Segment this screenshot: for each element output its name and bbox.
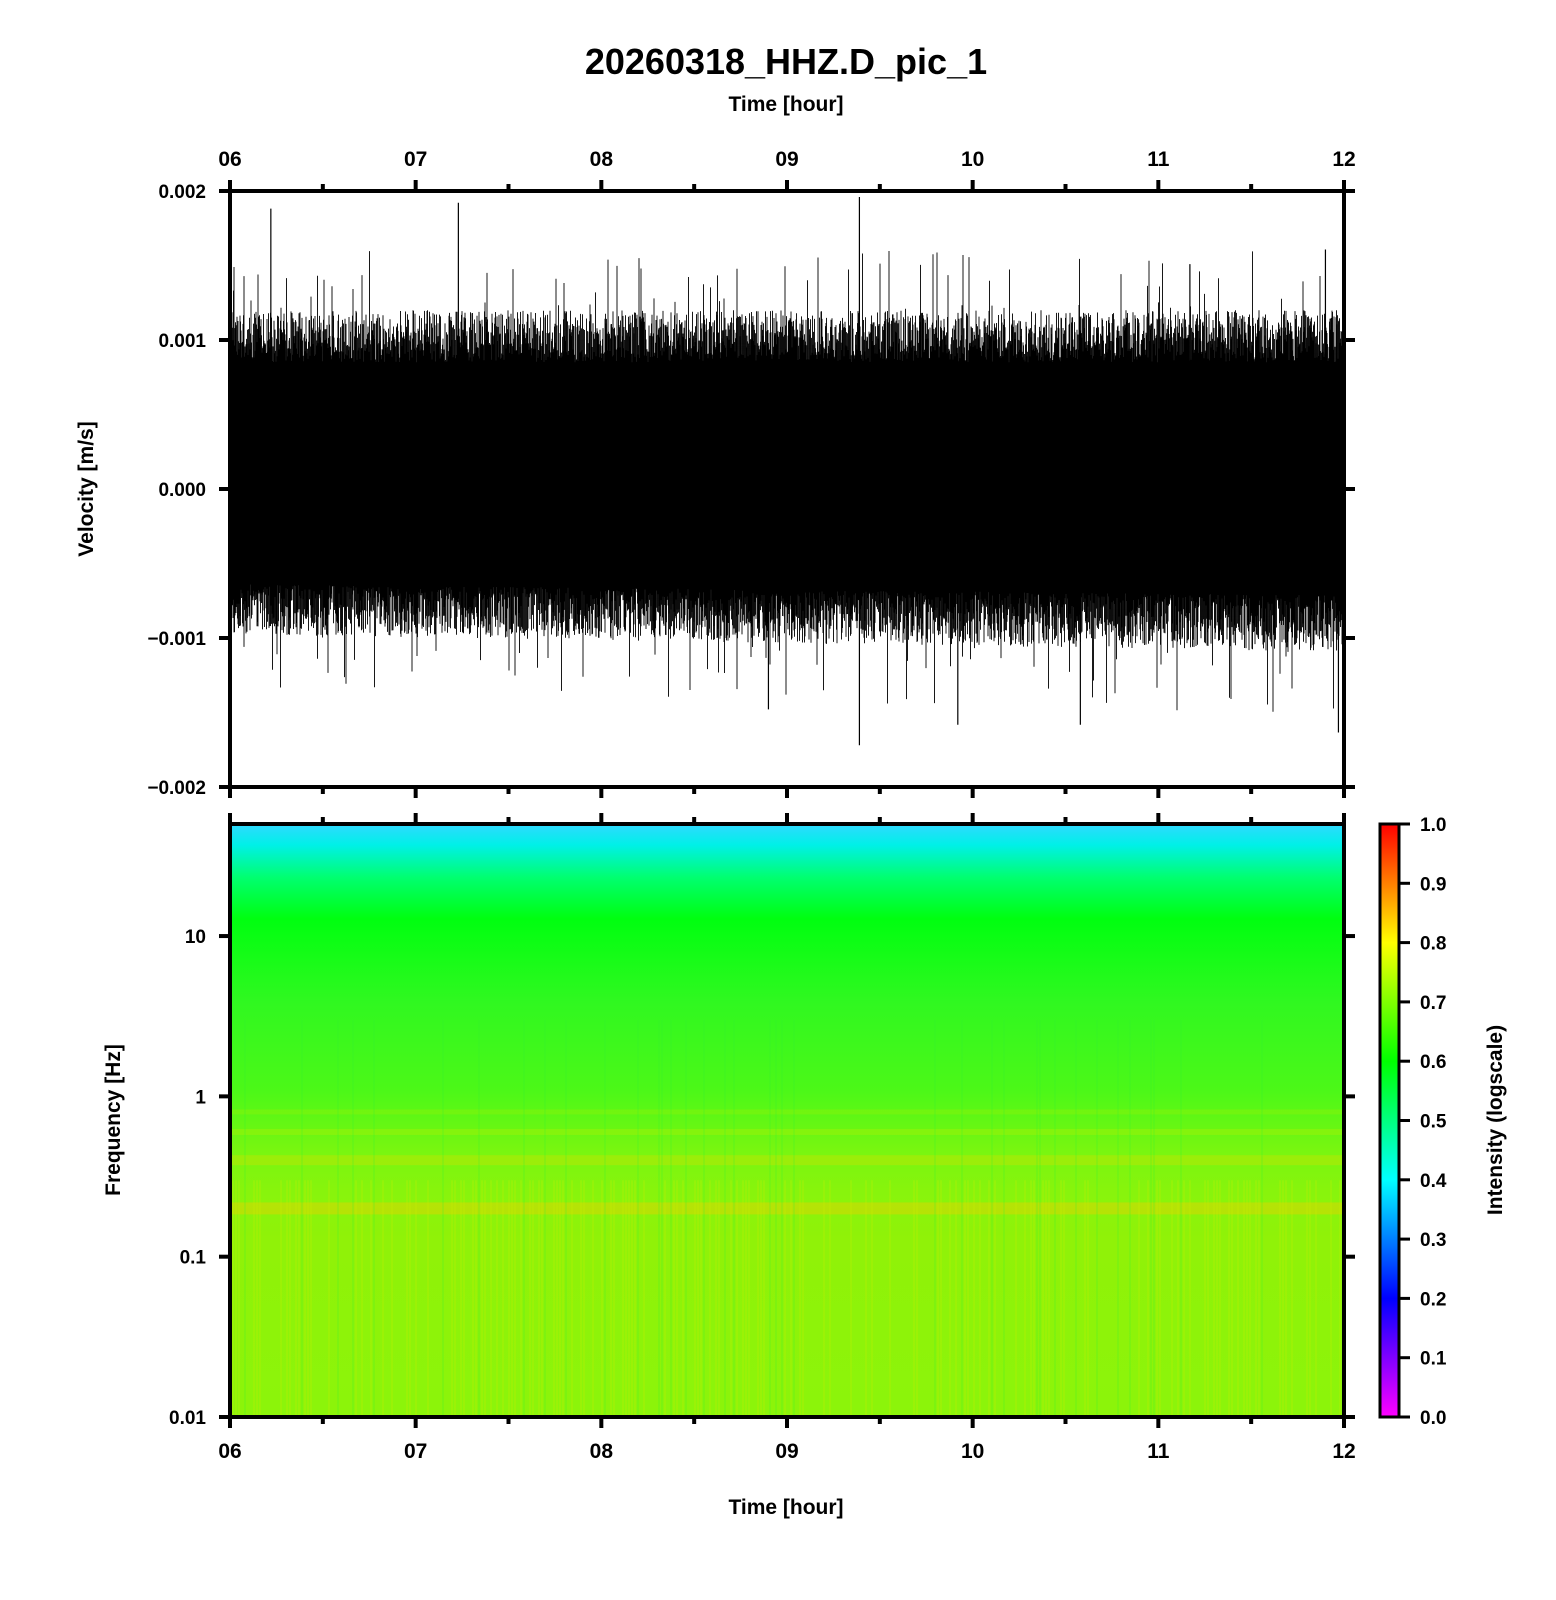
spectrogram-panel: 06 07 08 09 10 11 12 10 1 0.1 0.01 Frequency [Hz]… [102, 813, 1356, 1519]
chart-title: 20260318_HHZ.D_pic_1 [585, 41, 987, 82]
colorbar-label: Intensity (logscale) [1484, 1025, 1507, 1215]
waveform-x-tick-label: 08 [590, 148, 614, 171]
waveform-x-tick-label: 11 [1147, 148, 1170, 171]
spectrogram-y-axis-label: Frequency [Hz] [102, 1044, 125, 1196]
spectrogram-y-tick-label: 0.1 [180, 1248, 207, 1269]
waveform-trace [230, 196, 1344, 746]
waveform-y-axis-label: Velocity [m/s] [75, 421, 98, 556]
bottom-x-axis-label: Time [hour] [728, 1496, 843, 1519]
colorbar-tick-label: 0.9 [1420, 874, 1446, 895]
colorbar-tick-label: 0.5 [1420, 1112, 1447, 1133]
spectrogram-streaks [244, 1019, 1263, 1417]
spectrogram-y-tick-label: 1 [195, 1087, 206, 1108]
top-x-axis-label: Time [hour] [728, 93, 843, 116]
colorbar-tick-label: 0.3 [1420, 1230, 1446, 1251]
waveform-x-tick-label: 09 [775, 148, 798, 171]
colorbar-tick-label: 0.7 [1420, 993, 1446, 1014]
waveform-x-tick-label: 12 [1332, 148, 1355, 171]
spectrogram-x-tick-label: 08 [590, 1440, 614, 1463]
colorbar-tick-label: 0.8 [1420, 934, 1446, 955]
spectrogram-heatmap [230, 824, 1344, 1417]
colorbar-tick-label: 0.4 [1420, 1171, 1447, 1192]
spectrogram-x-tick-label: 11 [1147, 1440, 1170, 1463]
colorbar-tick-label: 0.0 [1420, 1408, 1446, 1429]
spectrogram-y-ticks: 10 1 0.1 0.01 [169, 927, 1355, 1429]
spectrogram-texture [230, 1019, 1344, 1417]
spectrogram-x-ticks: 06 07 08 09 10 11 12 [218, 813, 1356, 1463]
waveform-y-tick-label: 0.002 [158, 182, 206, 203]
colorbar-gradient-bar [1378, 822, 1401, 1419]
colorbar-tick-label: 1.0 [1420, 815, 1446, 836]
spectrogram-x-tick-label: 12 [1332, 1440, 1355, 1463]
spectrogram-band [230, 1109, 1344, 1115]
spectrogram-band [230, 1155, 1344, 1166]
spectrogram-y-tick-label: 10 [185, 927, 206, 948]
spectrogram-band [230, 1202, 1344, 1215]
colorbar-tick-label: 0.6 [1420, 1052, 1446, 1073]
spectrogram-x-tick-label: 07 [404, 1440, 427, 1463]
colorbar-tick-label: 0.2 [1420, 1289, 1446, 1310]
colorbar-ticks: 1.0 0.9 0.8 0.7 0.6 0.5 0.4 0.3 0.2 0.1 0.0 [1399, 815, 1447, 1429]
waveform-x-ticks: 06 07 08 09 10 11 12 [218, 148, 1356, 798]
waveform-y-ticks: 0.002 0.001 0.000 −0.001 −0.002 [147, 182, 1355, 799]
colorbar: 1.0 0.9 0.8 0.7 0.6 0.5 0.4 0.3 0.2 0.1 0.0 Intens… [1378, 815, 1507, 1429]
waveform-x-tick-label: 07 [404, 148, 427, 171]
waveform-y-tick-label: 0.000 [158, 480, 206, 501]
waveform-y-tick-label: −0.002 [147, 778, 206, 799]
waveform-x-tick-label: 10 [961, 148, 984, 171]
waveform-panel: 06 07 08 09 10 11 12 0.002 0.001 0.000 −0.001 −0.0… [75, 148, 1356, 799]
spectrogram-x-tick-label: 06 [218, 1440, 241, 1463]
spectrogram-streaks [232, 1180, 1344, 1417]
waveform-x-tick-label: 06 [218, 148, 241, 171]
waveform-y-tick-label: 0.001 [158, 331, 206, 352]
waveform-core [230, 372, 1344, 571]
waveform-y-tick-label: −0.001 [147, 629, 206, 650]
spectrogram-x-tick-label: 09 [775, 1440, 798, 1463]
spectrogram-x-tick-label: 10 [961, 1440, 984, 1463]
spectrogram-band [230, 1128, 1344, 1135]
colorbar-tick-label: 0.1 [1420, 1349, 1447, 1370]
spectrogram-y-tick-label: 0.01 [169, 1408, 206, 1429]
